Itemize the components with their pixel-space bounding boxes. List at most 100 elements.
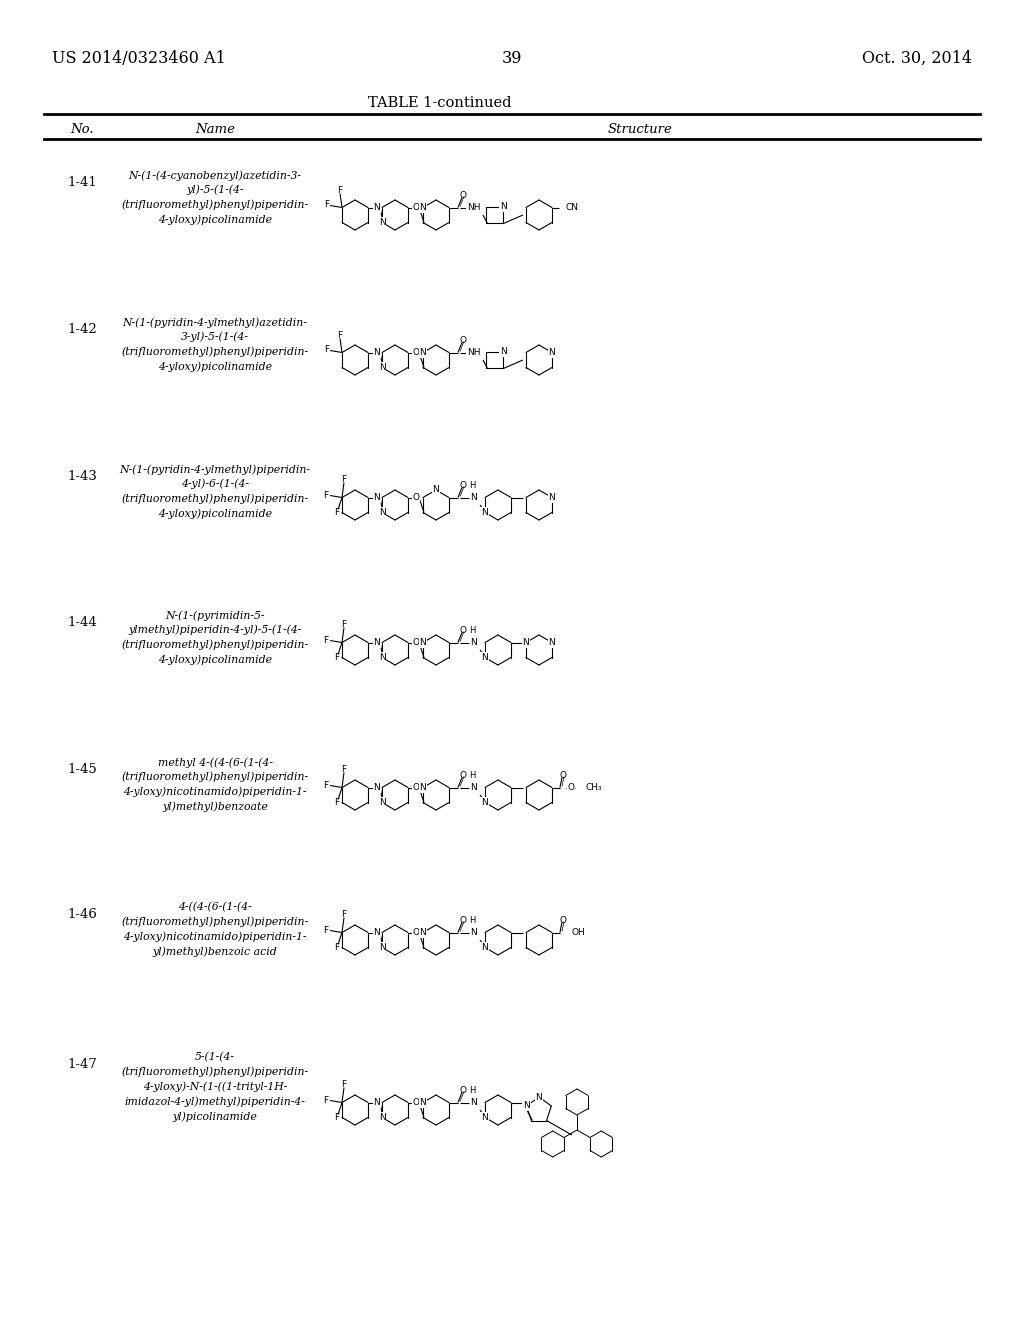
Text: O: O (413, 1098, 420, 1107)
Text: N: N (420, 203, 426, 213)
Text: F: F (335, 653, 340, 663)
Text: F: F (324, 491, 329, 500)
Text: O: O (460, 626, 467, 635)
Text: F: F (338, 331, 343, 341)
Text: O: O (567, 783, 574, 792)
Text: F: F (324, 927, 329, 935)
Text: N: N (471, 783, 477, 792)
Text: O: O (460, 771, 467, 780)
Text: NH: NH (467, 203, 480, 213)
Text: N-(1-(pyrimidin-5-
ylmethyl)piperidin-4-yl)-5-(1-(4-
(trifluoromethyl)phenyl)pip: N-(1-(pyrimidin-5- ylmethyl)piperidin-4-… (122, 610, 308, 665)
Text: F: F (335, 508, 340, 517)
Text: N: N (481, 799, 488, 807)
Text: O: O (413, 638, 420, 647)
Text: N: N (471, 638, 477, 647)
Text: N: N (481, 653, 488, 663)
Text: N: N (420, 348, 426, 356)
Text: 1-47: 1-47 (67, 1059, 97, 1071)
Text: No.: No. (71, 123, 94, 136)
Text: H: H (469, 771, 475, 780)
Text: O: O (460, 480, 467, 490)
Text: N: N (420, 783, 426, 792)
Text: 5-(1-(4-
(trifluoromethyl)phenyl)piperidin-
4-yloxy)-N-(1-((1-trityl-1H-
imidazo: 5-(1-(4- (trifluoromethyl)phenyl)piperid… (122, 1052, 308, 1122)
Text: O: O (413, 783, 420, 792)
Text: N: N (549, 638, 555, 647)
Text: O: O (559, 916, 566, 925)
Text: N: N (379, 942, 385, 952)
Text: N: N (471, 492, 477, 502)
Text: H: H (469, 916, 475, 925)
Text: N: N (374, 492, 380, 502)
Text: F: F (335, 1113, 340, 1122)
Text: F: F (338, 186, 343, 195)
Text: methyl 4-((4-(6-(1-(4-
(trifluoromethyl)phenyl)piperidin-
4-yloxy)nicotinamido)p: methyl 4-((4-(6-(1-(4- (trifluoromethyl)… (122, 756, 308, 812)
Text: N: N (536, 1093, 543, 1101)
Text: O: O (460, 337, 467, 345)
Text: F: F (335, 799, 340, 807)
Text: CN: CN (566, 203, 579, 213)
Text: N: N (420, 928, 426, 937)
Text: F: F (324, 781, 329, 789)
Text: N: N (420, 638, 426, 647)
Text: TABLE 1-continued: TABLE 1-continued (369, 96, 512, 110)
Text: N: N (420, 1098, 426, 1107)
Text: N: N (374, 638, 380, 647)
Text: O: O (460, 916, 467, 925)
Text: F: F (341, 475, 346, 484)
Text: N: N (374, 1098, 380, 1107)
Text: 1-42: 1-42 (68, 323, 97, 337)
Text: N: N (500, 202, 507, 211)
Text: H: H (469, 1086, 475, 1096)
Text: US 2014/0323460 A1: US 2014/0323460 A1 (52, 50, 225, 67)
Text: Structure: Structure (607, 123, 673, 136)
Text: N: N (549, 348, 555, 356)
Text: O: O (413, 203, 420, 213)
Text: N: N (379, 799, 385, 807)
Text: O: O (559, 771, 566, 780)
Text: N-(1-(pyridin-4-ylmethyl)azetidin-
3-yl)-5-(1-(4-
(trifluoromethyl)phenyl)piperi: N-(1-(pyridin-4-ylmethyl)azetidin- 3-yl)… (122, 317, 308, 372)
Text: F: F (324, 1096, 329, 1105)
Text: 4-((4-(6-(1-(4-
(trifluoromethyl)phenyl)piperidin-
4-yloxy)nicotinamido)piperidi: 4-((4-(6-(1-(4- (trifluoromethyl)phenyl)… (122, 902, 308, 957)
Text: N: N (379, 218, 385, 227)
Text: N: N (374, 928, 380, 937)
Text: N: N (549, 492, 555, 502)
Text: F: F (341, 766, 346, 774)
Text: N: N (523, 1101, 530, 1110)
Text: N: N (481, 942, 488, 952)
Text: F: F (325, 345, 330, 354)
Text: N: N (379, 363, 385, 372)
Text: F: F (341, 1080, 346, 1089)
Text: N: N (481, 1113, 488, 1122)
Text: N: N (374, 348, 380, 356)
Text: 39: 39 (502, 50, 522, 67)
Text: N-(1-(pyridin-4-ylmethyl)piperidin-
4-yl)-6-(1-(4-
(trifluoromethyl)phenyl)piper: N-(1-(pyridin-4-ylmethyl)piperidin- 4-yl… (120, 465, 310, 519)
Text: N: N (379, 508, 385, 517)
Text: 1-45: 1-45 (68, 763, 97, 776)
Text: N: N (379, 1113, 385, 1122)
Text: N: N (522, 638, 529, 647)
Text: F: F (324, 636, 329, 645)
Text: CH₃: CH₃ (586, 783, 602, 792)
Text: N: N (374, 203, 380, 213)
Text: N: N (379, 653, 385, 663)
Text: 1-46: 1-46 (67, 908, 97, 921)
Text: Name: Name (195, 123, 234, 136)
Text: NH: NH (467, 348, 480, 356)
Text: O: O (413, 348, 420, 356)
Text: 1-44: 1-44 (68, 616, 97, 630)
Text: 1-43: 1-43 (67, 470, 97, 483)
Text: N: N (500, 347, 507, 356)
Text: Oct. 30, 2014: Oct. 30, 2014 (862, 50, 972, 67)
Text: F: F (341, 909, 346, 919)
Text: N: N (432, 486, 439, 495)
Text: O: O (460, 191, 467, 201)
Text: O: O (413, 928, 420, 937)
Text: N: N (374, 783, 380, 792)
Text: N: N (481, 508, 488, 517)
Text: H: H (469, 480, 475, 490)
Text: F: F (341, 620, 346, 630)
Text: F: F (325, 201, 330, 209)
Text: O: O (460, 1086, 467, 1096)
Text: F: F (335, 942, 340, 952)
Text: 1-41: 1-41 (68, 176, 97, 189)
